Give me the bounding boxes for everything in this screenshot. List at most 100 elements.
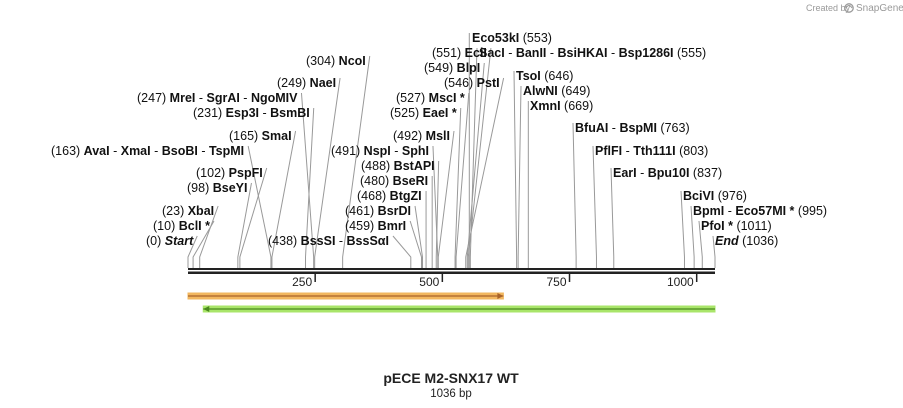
site-position: (551): [432, 46, 461, 60]
snapgene-branding: Created by SnapGene: [806, 3, 903, 14]
enzyme-name: TspMI: [209, 144, 244, 158]
site-position: (488): [361, 159, 390, 173]
site-label-text: End (1036): [715, 234, 778, 248]
site-label-text: (551) EciI: [432, 46, 487, 60]
enzyme-name: BtgZI: [390, 189, 422, 203]
site-label-text: EarI - Bpu10I (837): [613, 166, 722, 180]
enzyme-name: BssSI: [301, 234, 336, 248]
site-position: (304): [306, 54, 335, 68]
site-leader-line: [409, 220, 422, 268]
site-label: (98) BseYI: [187, 181, 247, 195]
enzyme-name: BssSαI: [347, 234, 389, 248]
enzyme-name: PstI: [477, 76, 500, 90]
site-leader-line: [300, 92, 315, 268]
enzyme-name: Eco53kI: [472, 31, 519, 45]
site-label-text: (468) BtgZI: [357, 189, 422, 203]
enzyme-name: NspI: [364, 144, 391, 158]
site-label-text: (492) MslI: [393, 129, 450, 143]
site-label-text: (165) SmaI: [229, 129, 292, 143]
axis-tick-label: 250: [292, 275, 312, 289]
site-label: End (1036): [715, 234, 778, 248]
site-leader-line: [698, 220, 703, 268]
enzyme-name: EciI: [465, 46, 487, 60]
site-position: (459): [345, 219, 374, 233]
site-label-text: TsoI (646): [516, 69, 573, 83]
site-label: PfoI * (1011): [701, 219, 772, 233]
site-label: (549) BlpI: [424, 61, 480, 75]
site-labels: (0) Start(10) BclI *(23) XbaI(98) BseYI(…: [51, 31, 827, 248]
enzyme-name: XbaI: [188, 204, 214, 218]
site-position: (553): [523, 31, 552, 45]
axis-tick-label: 750: [546, 275, 566, 289]
site-label-text: (163) AvaI - XmaI - BsoBI - TspMI: [51, 144, 244, 158]
enzyme-name: XmnI: [530, 99, 561, 113]
site-leader-line: [432, 145, 439, 268]
site-position: (438): [268, 234, 297, 248]
site-label-text: (247) MreI - SgrAI - NgoMIV: [137, 91, 298, 105]
site-position: (491): [331, 144, 360, 158]
enzyme-name: TsoI: [516, 69, 541, 83]
enzyme-name: BsmBI: [270, 106, 310, 120]
enzyme-name: SgrAI: [206, 91, 239, 105]
site-label-text: (527) MscI *: [396, 91, 465, 105]
site-position: (1036): [742, 234, 778, 248]
site-label-text: (546) PstI: [444, 76, 500, 90]
site-position: (669): [564, 99, 593, 113]
site-leader-line: [237, 182, 252, 268]
site-leader-line: [414, 205, 424, 268]
site-label: (304) NcoI: [306, 54, 366, 68]
site-label: (231) Esp3I - BsmBI: [193, 106, 310, 120]
site-leader-line: [392, 235, 412, 268]
site-label: EarI - Bpu10I (837): [613, 166, 722, 180]
enzyme-name: BsrDI: [378, 204, 411, 218]
site-label-text: (249) NaeI: [277, 76, 336, 90]
enzyme-name: PspFI: [229, 166, 263, 180]
enzyme-name: PflFI: [595, 144, 622, 158]
site-leader-line: [690, 205, 695, 268]
site-label-text: BpmI - Eco57MI * (995): [693, 204, 827, 218]
site-position: (549): [424, 61, 453, 75]
site-label-text: (488) BstAPI: [361, 159, 435, 173]
site-label-text: (491) NspI - SphI: [331, 144, 429, 158]
enzyme-name: BseYI: [213, 181, 248, 195]
enzyme-name: BpmI: [693, 204, 724, 218]
site-leader-line: [610, 167, 615, 268]
site-position: (247): [137, 91, 166, 105]
site-leader-line: [517, 85, 522, 268]
enzyme-name: BstAPI: [394, 159, 435, 173]
site-label: (527) MscI *: [396, 91, 465, 105]
site-label-text: BciVI (976): [683, 189, 747, 203]
site-position: (102): [196, 166, 225, 180]
axis-tick-label: 1000: [667, 275, 694, 289]
site-position: (163): [51, 144, 80, 158]
snapgene-brand-text: SnapGene: [856, 3, 903, 14]
enzyme-name: MreI: [170, 91, 196, 105]
enzyme-name: NgoMIV: [251, 91, 298, 105]
site-label: (461) BsrDI: [345, 204, 411, 218]
backbone-gap: [188, 270, 715, 272]
site-position: (480): [360, 174, 389, 188]
site-label-text: (480) BseRI: [360, 174, 428, 188]
site-leaders: [187, 33, 716, 268]
site-label-text: (231) Esp3I - BsmBI: [193, 106, 310, 120]
site-position: (525): [390, 106, 419, 120]
enzyme-name: EaeI *: [423, 106, 457, 120]
site-position: (837): [693, 166, 722, 180]
enzyme-name: BspMI: [619, 121, 657, 135]
site-label-text: (98) BseYI: [187, 181, 247, 195]
site-label-text: (10) BclI *: [153, 219, 210, 233]
site-label: (459) BmrI: [345, 219, 406, 233]
site-label: (488) BstAPI: [361, 159, 435, 173]
site-position: (546): [444, 76, 473, 90]
site-position: (461): [345, 204, 374, 218]
orange-feature: [187, 292, 504, 300]
site-leader-line: [187, 235, 198, 268]
site-label-text: (0) Start: [146, 234, 194, 248]
site-position: (492): [393, 129, 422, 143]
site-position: (468): [357, 189, 386, 203]
site-leader-line: [305, 107, 315, 268]
enzyme-name: End: [715, 234, 739, 248]
site-leader-line: [712, 235, 716, 268]
site-label-text: (304) NcoI: [306, 54, 366, 68]
enzyme-name: MscI *: [429, 91, 465, 105]
